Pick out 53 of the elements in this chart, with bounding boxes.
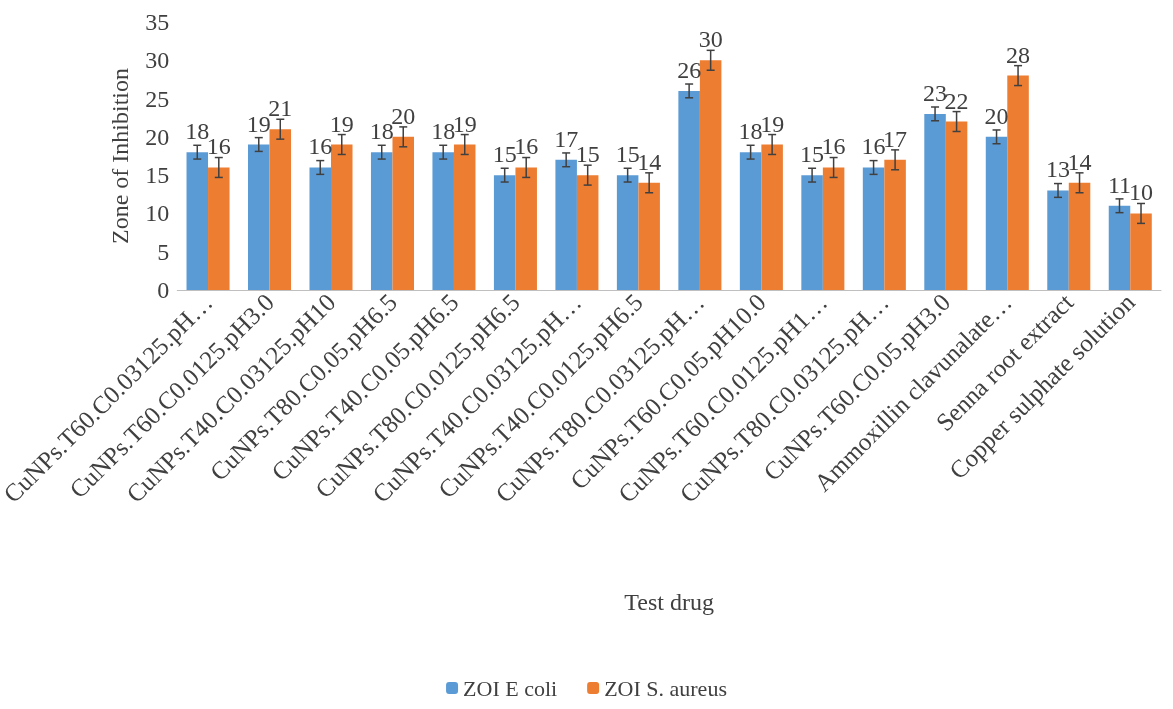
bar xyxy=(493,175,516,290)
bar xyxy=(739,152,762,290)
bar xyxy=(269,129,292,290)
bar xyxy=(862,167,885,290)
data-label: 13 xyxy=(1046,156,1071,183)
bar xyxy=(638,182,660,290)
data-label: 15 xyxy=(800,141,825,168)
bar xyxy=(186,152,209,290)
bar xyxy=(248,144,270,290)
y-tick-label: 10 xyxy=(145,200,170,227)
y-tick-label: 5 xyxy=(157,238,170,265)
y-tick-label: 15 xyxy=(145,162,170,189)
data-label: 11 xyxy=(1107,171,1132,198)
bar xyxy=(515,167,537,290)
y-tick-label: 25 xyxy=(145,85,170,112)
data-label: 18 xyxy=(738,118,763,145)
bar xyxy=(761,144,783,290)
bar xyxy=(678,90,700,290)
data-label: 30 xyxy=(698,26,723,53)
bar xyxy=(208,167,230,290)
bar xyxy=(392,136,414,290)
bar xyxy=(432,152,454,290)
x-axis-title: Test drug xyxy=(624,589,714,615)
bar xyxy=(331,144,353,290)
bar xyxy=(801,175,823,290)
bar xyxy=(555,159,577,290)
bar xyxy=(924,113,946,290)
legend-label: ZOI E coli xyxy=(463,675,558,701)
data-label: 10 xyxy=(1129,179,1154,206)
bar xyxy=(1068,182,1091,290)
bar xyxy=(1130,213,1152,290)
data-label: 16 xyxy=(861,133,886,160)
y-tick-label: 35 xyxy=(145,9,170,35)
y-axis-title: Zone of Inhibition xyxy=(107,68,134,244)
bar xyxy=(945,121,968,290)
bar xyxy=(576,175,599,290)
legend-label: ZOI S. aureus xyxy=(604,675,727,701)
bar xyxy=(1047,190,1069,290)
bar xyxy=(985,136,1008,290)
bar xyxy=(370,152,393,290)
bar xyxy=(309,167,331,290)
y-tick-label: 20 xyxy=(145,123,170,150)
data-label: 28 xyxy=(1006,41,1031,68)
data-label: 15 xyxy=(492,141,517,168)
bar xyxy=(1108,205,1131,290)
bar xyxy=(699,60,722,290)
bar xyxy=(453,144,476,290)
bar xyxy=(616,175,639,290)
bar xyxy=(822,167,845,290)
data-label: 15 xyxy=(615,141,640,168)
y-tick-label: 30 xyxy=(145,47,170,74)
bar xyxy=(884,159,906,290)
bar xyxy=(1007,75,1029,290)
